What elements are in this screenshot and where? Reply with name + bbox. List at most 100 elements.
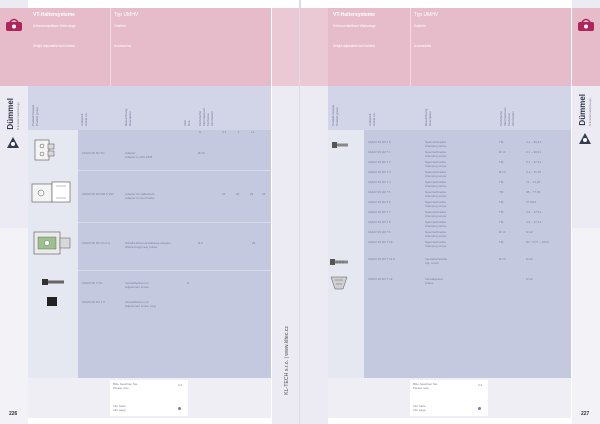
left-row-3-desc-en: Shank-height adj. holder — [125, 245, 158, 249]
shank-adapter-drawing — [33, 231, 71, 255]
left-row-4-desc-de: Verstellbolzen mit — [125, 281, 149, 285]
right-row-12-range: M 12 — [526, 257, 533, 261]
page-number-left: 226 — [9, 411, 18, 417]
right-footer-note-en: Please note — [413, 386, 429, 390]
right-row-8-range: 2,9 – 17,6 L — [526, 210, 542, 214]
right-row-4-code: Ø 13 — [499, 170, 506, 174]
right-row-10-article: UMHV 06 D3 T 9 — [368, 230, 391, 234]
right-footer-info-en: Info page — [413, 408, 426, 412]
right-row-11-article: UMHV 06 D3 T 10 — [368, 240, 393, 244]
right-row-3-article: UMHV 06 D3 T 2 — [368, 160, 391, 164]
right-row-10-range: M 12 — [526, 230, 533, 234]
right-row-10-desc-de: Spannschraube — [425, 230, 447, 234]
right-row-7-desc-de: Spannschraube — [425, 200, 447, 204]
right-row-7-code: TM — [499, 200, 504, 204]
right-row-1-range: 2,1 – 39,9 L — [526, 140, 542, 144]
right-row-13-desc-en: Clamp — [425, 280, 434, 285]
left-footer-note-num: 2.2 — [178, 383, 183, 387]
right-row-13-desc-de: Verstellpratze — [425, 277, 444, 281]
adapter-drawing — [34, 139, 55, 161]
brand-subtitle: Präzisionswerkzeuge — [17, 102, 20, 131]
left-outer-band-top — [0, 8, 28, 86]
brand-name: Dümmel — [6, 98, 15, 130]
left-row-1-article: UMHV 06 D3 TG — [82, 151, 105, 155]
type-sub-1-right: Zubehör — [414, 24, 426, 28]
right-row-12-desc-de: Verstellschraube — [425, 257, 448, 261]
col-article-no-right: Artikel-Nr. Article no. — [368, 112, 376, 126]
left-row-1-dim: Ø 16 — [198, 151, 205, 155]
right-row-9-desc-de: Spannschraube — [425, 220, 447, 224]
right-row-11-desc-de: Spannschraube — [425, 240, 447, 244]
col-product-group-right: Produkt-Gruppe Product group — [331, 104, 339, 126]
right-row-6-article: UMHV 06 D3 T 5 — [368, 190, 391, 194]
header-subtitle-de: Höhenverstellbare Werkzeuge — [33, 24, 76, 28]
right-row-4-article: UMHV 06 D3 T 3 — [368, 170, 391, 174]
right-row-3-range: 5,1 – 37,9 L — [526, 160, 542, 164]
right-row-4-desc-de: Spannschraube — [425, 170, 447, 174]
right-row-1-desc-de: Spannschraube — [425, 140, 447, 144]
right-row-8-desc-en: Clamping screw — [425, 213, 447, 218]
right-row-11-range: 30 ° 27,5 – 130,2 — [526, 240, 549, 244]
type-sub-2-right: Accessories — [414, 44, 432, 48]
left-row-5-article: UMHV 06 D3 T 0 — [82, 300, 105, 304]
type-title-right: Typ UMHV — [414, 12, 439, 18]
left-header-divider — [110, 8, 111, 86]
right-footer-note-num: 2.2 — [478, 383, 483, 387]
left-row-2-val-3: 29 — [250, 192, 254, 196]
brand-name-right: Dümmel — [578, 94, 587, 126]
right-header-divider — [410, 8, 411, 86]
right-page: KL-TECH s.r.o. | www.kltec.cz VT-Halters… — [284, 0, 600, 424]
top-val-l1: L1 — [251, 130, 255, 134]
left-gutter-band-top — [272, 8, 300, 86]
right-image-column — [328, 130, 364, 378]
left-row-1-desc-de: Adapter — [125, 151, 136, 155]
col-tech-info: Technische Informationen Technical informat… — [198, 107, 214, 126]
right-row-5-article: UMHV 06 D3 T 4 — [368, 180, 391, 184]
right-row-9-article: UMHV 06 D3 T 8 — [368, 220, 391, 224]
right-row-7-article: UMHV 06 D3 T 6 — [368, 200, 391, 204]
right-row-3-desc-de: Spannschraube — [425, 160, 447, 164]
left-row-2-val-2: 20 — [236, 192, 240, 196]
col-tech-info-right: Technische Informationen Technical informat… — [499, 107, 515, 126]
col-product-group: Produkt-Gruppe Product group — [31, 104, 39, 126]
header-title-right: VT-Haltersysteme — [333, 12, 375, 18]
left-outer-band-lower — [0, 228, 28, 424]
right-row-7-desc-en: Clamping screw — [425, 203, 447, 208]
right-outer-band-lower — [572, 228, 600, 424]
right-row-3-desc-en: Clamping screw — [425, 163, 447, 168]
right-row-8-code: TM — [499, 210, 504, 214]
adj-screw-drawing — [330, 259, 348, 265]
right-row-1-code: TM — [499, 140, 504, 144]
left-footer-box — [110, 380, 188, 416]
triangle-logo-icon — [7, 137, 19, 148]
left-row-2-val-1: 22 — [222, 192, 226, 196]
right-row-4-desc-en: Clamping screw — [425, 173, 447, 178]
right-row-13-range: M 12 — [526, 277, 533, 281]
right-outer-band-top — [572, 8, 600, 86]
left-row-2-val-4: 24 — [262, 192, 266, 196]
right-row-2-code: Ø 13 — [499, 150, 506, 154]
right-row-5-desc-en: Clamping screw — [425, 183, 447, 188]
right-row-2-desc-de: Spannschraube — [425, 150, 447, 154]
right-row-3-code: TM — [499, 160, 504, 164]
right-row-12-desc-en: Adj. screw — [425, 260, 439, 265]
right-row-10-code: Ø 13 — [499, 230, 506, 234]
col-dimension: Abm. Dim. — [183, 118, 191, 126]
right-row-2-range: 2,1 – 39,9 L — [526, 150, 542, 154]
header-subtitle-en-right: Height adjustable tool holders — [333, 44, 375, 48]
clamping-screw-drawing — [332, 142, 348, 148]
left-row-3-article: UMHV 06 D3 TG 0.0 — [82, 241, 110, 245]
right-row-6-code: TM — [499, 190, 504, 194]
left-row-2-desc-de: Adapter für Halterbohr. — [125, 192, 156, 196]
left-footer-info-de: Info Seite — [113, 404, 126, 408]
company-url[interactable]: KL-TECH s.r.o. | www.kltec.cz — [284, 326, 290, 395]
left-row-divider-1 — [78, 170, 271, 171]
header-subtitle-en: Height adjustable tool holders — [33, 44, 75, 48]
right-row-5-range: 72 – 72,25 — [526, 180, 541, 184]
left-header — [28, 8, 271, 86]
right-row-2-article: UMHV 06 D3 T 1 — [368, 150, 391, 154]
col-description-right: Bezeichnung Description — [424, 108, 432, 126]
right-row-13-article: UMHV 06 D3 T 12 — [368, 277, 393, 281]
right-row-7-range: 27 M10 — [526, 200, 537, 204]
long-screw-drawing — [47, 297, 57, 306]
